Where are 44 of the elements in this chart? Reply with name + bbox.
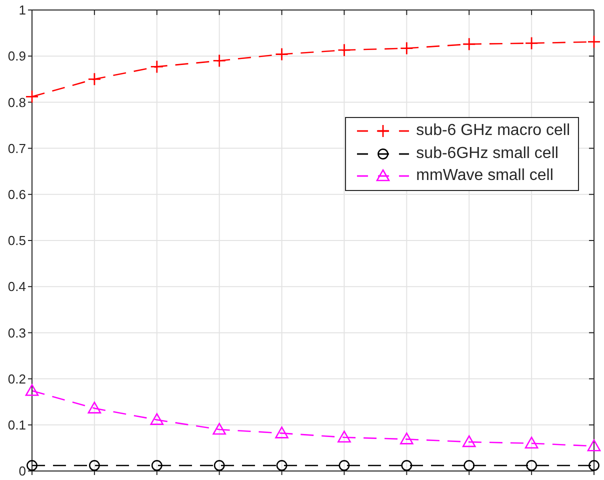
point	[212, 422, 226, 435]
point	[276, 460, 288, 471]
point	[26, 460, 38, 471]
y-tick-label: 0.4	[8, 279, 26, 294]
y-tick-label: 0.5	[8, 233, 26, 248]
point	[151, 460, 162, 471]
legend-label: mmWave small cell	[416, 167, 554, 186]
y-tick-label: 0.9	[8, 48, 26, 64]
y-tick-label: 0.8	[8, 94, 26, 110]
y-tick-label: 0.3	[8, 325, 26, 340]
point	[338, 43, 351, 57]
point	[524, 436, 538, 448]
point	[464, 460, 475, 471]
point	[212, 54, 226, 68]
point	[587, 35, 601, 49]
point	[150, 413, 164, 425]
point	[462, 37, 476, 51]
y-tick-label: 0.6	[8, 187, 26, 202]
point	[338, 460, 350, 471]
point	[150, 60, 164, 74]
point	[400, 42, 414, 55]
y-tick-label: 0.1	[8, 418, 26, 433]
point	[462, 435, 476, 448]
point	[524, 36, 538, 50]
point	[88, 72, 102, 86]
point	[526, 460, 538, 471]
point	[401, 460, 412, 471]
y-tick-label: 0	[18, 464, 26, 479]
point	[400, 432, 414, 444]
point	[588, 460, 600, 471]
point	[214, 460, 225, 471]
y-tick-label: 1	[18, 2, 26, 18]
point	[25, 384, 39, 396]
legend-label: sub-6 GHz macro cell	[416, 122, 570, 140]
point	[88, 402, 102, 414]
y-tick-label: 0.2	[8, 371, 26, 386]
point	[25, 90, 39, 104]
point	[587, 439, 601, 452]
legend-label: sub-6GHz small cell	[416, 144, 558, 163]
point	[338, 430, 351, 442]
point	[275, 48, 288, 61]
point	[88, 460, 100, 471]
y-tick-label: 0.7	[8, 140, 26, 156]
point	[275, 426, 288, 438]
